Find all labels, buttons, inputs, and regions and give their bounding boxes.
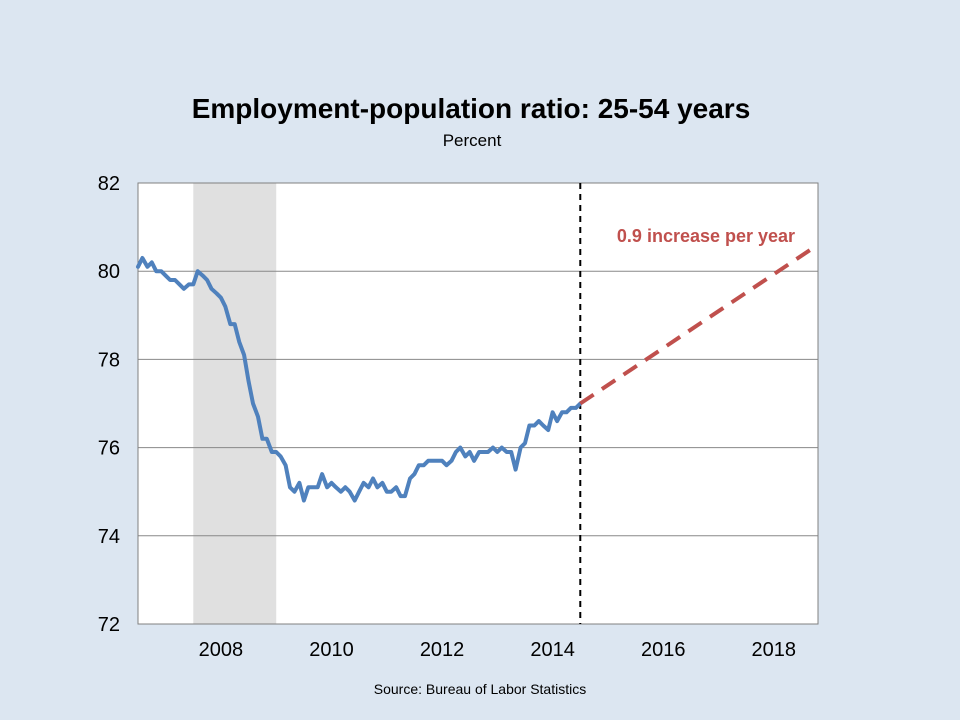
y-tick-label-80: 80 [98, 261, 120, 283]
plot-border [137, 182, 819, 625]
x-tick-label-2008: 2008 [199, 639, 244, 661]
x-tick-label-2018: 2018 [752, 639, 797, 661]
y-tick-label-76: 76 [98, 438, 120, 460]
x-tick-label-2016: 2016 [641, 639, 686, 661]
y-tick-label-72: 72 [98, 614, 120, 636]
source-note: Source: Bureau of Labor Statistics [374, 681, 586, 697]
series-line-actual [136, 256, 583, 503]
chart-subtitle: Percent [443, 131, 502, 150]
chart-title: Employment-population ratio: 25-54 years [192, 93, 751, 124]
projection-annotation: 0.9 increase per year [617, 226, 795, 246]
x-tick-label-2010: 2010 [309, 639, 354, 661]
recession-shading [193, 183, 277, 624]
x-tick-label-2012: 2012 [420, 639, 465, 661]
series-line-projection [579, 243, 820, 406]
y-tick-label-82: 82 [98, 173, 120, 195]
y-tick-label-74: 74 [98, 526, 120, 548]
y-tick-label-78: 78 [98, 349, 120, 371]
x-tick-label-2014: 2014 [530, 639, 575, 661]
